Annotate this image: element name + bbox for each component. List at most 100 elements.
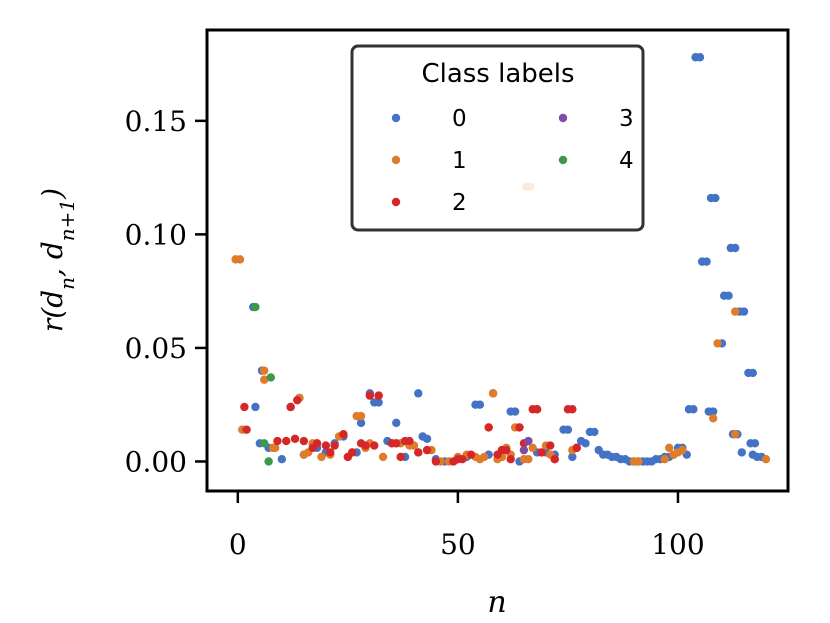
data-point-class-2 bbox=[242, 425, 251, 434]
data-point-class-4 bbox=[264, 457, 273, 466]
data-point-class-2 bbox=[365, 391, 375, 400]
data-point-class-2 bbox=[240, 402, 249, 412]
data-point-class-2 bbox=[321, 441, 331, 450]
y-tick-label: 0.00 bbox=[125, 445, 187, 478]
data-point-class-0 bbox=[277, 455, 287, 464]
y-axis-label-part: n+1 bbox=[55, 199, 79, 241]
data-point-class-0 bbox=[702, 257, 711, 266]
legend-label-class-0: 0 bbox=[452, 106, 467, 132]
data-point-class-2 bbox=[532, 405, 542, 414]
data-point-class-0 bbox=[750, 439, 760, 448]
data-point-class-2 bbox=[293, 395, 302, 405]
data-point-class-1 bbox=[664, 443, 674, 453]
data-point-class-2 bbox=[484, 423, 493, 432]
data-point-class-2 bbox=[326, 448, 335, 457]
data-point-class-0 bbox=[374, 398, 383, 407]
y-axis-label-part: , d bbox=[36, 241, 69, 277]
data-point-class-0 bbox=[356, 418, 366, 428]
data-point-class-1 bbox=[524, 455, 533, 464]
data-point-class-1 bbox=[730, 430, 740, 439]
data-point-class-1 bbox=[730, 307, 740, 316]
data-point-class-1 bbox=[271, 443, 280, 453]
data-point-class-2 bbox=[546, 441, 555, 450]
legend-label-class-3: 3 bbox=[619, 106, 634, 132]
data-point-class-0 bbox=[695, 53, 705, 62]
data-point-class-1 bbox=[713, 339, 722, 348]
data-point-class-3 bbox=[524, 436, 533, 446]
data-point-class-0 bbox=[689, 405, 698, 414]
data-point-class-2 bbox=[330, 441, 339, 450]
data-point-class-1 bbox=[480, 452, 489, 462]
data-point-class-1 bbox=[678, 445, 687, 455]
data-point-class-0 bbox=[581, 439, 590, 448]
data-point-class-0 bbox=[708, 407, 718, 416]
y-axis-label-part: n bbox=[55, 277, 79, 290]
data-point-class-0 bbox=[422, 434, 432, 443]
data-point-class-0 bbox=[590, 427, 599, 437]
data-point-class-1 bbox=[634, 457, 643, 466]
data-point-class-2 bbox=[422, 445, 432, 455]
data-point-class-2 bbox=[466, 450, 476, 459]
data-point-class-2 bbox=[431, 457, 441, 466]
data-point-class-0 bbox=[739, 307, 749, 316]
data-point-class-2 bbox=[370, 441, 379, 450]
legend-marker-class-0 bbox=[391, 113, 401, 123]
data-point-class-2 bbox=[515, 423, 524, 432]
data-point-class-2 bbox=[405, 436, 414, 446]
data-point-class-2 bbox=[392, 439, 401, 448]
data-point-class-2 bbox=[361, 441, 370, 450]
data-point-class-0 bbox=[748, 368, 757, 378]
y-tick-label: 0.15 bbox=[125, 105, 187, 138]
data-point-class-1 bbox=[260, 366, 269, 375]
legend-label-class-4: 4 bbox=[619, 148, 634, 174]
data-point-class-2 bbox=[396, 452, 405, 462]
y-axis-label: r(dn, dn+1) bbox=[36, 188, 79, 332]
data-point-class-0 bbox=[711, 193, 720, 203]
data-point-class-2 bbox=[286, 402, 295, 412]
data-point-class-2 bbox=[273, 436, 282, 446]
data-point-class-2 bbox=[282, 436, 291, 446]
data-point-class-2 bbox=[339, 430, 348, 439]
data-point-class-1 bbox=[317, 452, 326, 462]
data-point-class-2 bbox=[506, 455, 515, 464]
data-point-class-2 bbox=[502, 445, 511, 455]
data-point-class-2 bbox=[550, 455, 559, 464]
data-point-class-0 bbox=[251, 402, 260, 412]
legend: Class labels 0 1 2 3 4 bbox=[350, 44, 645, 232]
data-point-class-1 bbox=[378, 452, 388, 462]
y-axis-label-part: r(d bbox=[36, 290, 69, 332]
data-point-class-2 bbox=[458, 455, 467, 464]
data-point-class-2 bbox=[414, 448, 423, 457]
y-tick-label: 0.10 bbox=[125, 218, 187, 251]
data-point-class-1 bbox=[356, 411, 366, 421]
y-axis-label-part: ) bbox=[36, 188, 69, 200]
data-point-class-3 bbox=[519, 445, 529, 455]
data-point-class-2 bbox=[312, 439, 322, 448]
x-axis-label: n bbox=[487, 585, 506, 620]
data-point-class-4 bbox=[266, 373, 276, 382]
plot-frame bbox=[205, 28, 790, 493]
x-tick-label: 0 bbox=[229, 528, 247, 561]
data-point-class-1 bbox=[761, 455, 771, 464]
data-point-class-0 bbox=[563, 425, 573, 434]
points-layer bbox=[231, 53, 771, 466]
data-point-class-0 bbox=[568, 452, 577, 462]
legend-label-class-1: 1 bbox=[452, 148, 467, 174]
data-point-class-0 bbox=[730, 243, 740, 253]
data-point-class-0 bbox=[392, 418, 401, 428]
y-axis-ticks: 0.00 0.05 0.10 0.15 bbox=[125, 105, 207, 478]
legend-title: Class labels bbox=[421, 59, 574, 89]
data-point-class-1 bbox=[660, 455, 669, 464]
data-point-class-2 bbox=[299, 436, 309, 446]
legend-entries: 0 1 2 3 4 bbox=[391, 106, 634, 216]
data-point-class-4 bbox=[260, 439, 269, 448]
data-point-class-0 bbox=[475, 400, 485, 409]
data-point-class-0 bbox=[737, 448, 746, 457]
x-tick-label: 100 bbox=[651, 528, 704, 561]
data-point-class-1 bbox=[488, 389, 498, 398]
data-point-class-2 bbox=[572, 443, 581, 453]
data-point-class-2 bbox=[568, 405, 577, 414]
y-tick-label: 0.05 bbox=[125, 332, 187, 365]
data-point-class-0 bbox=[510, 407, 520, 416]
